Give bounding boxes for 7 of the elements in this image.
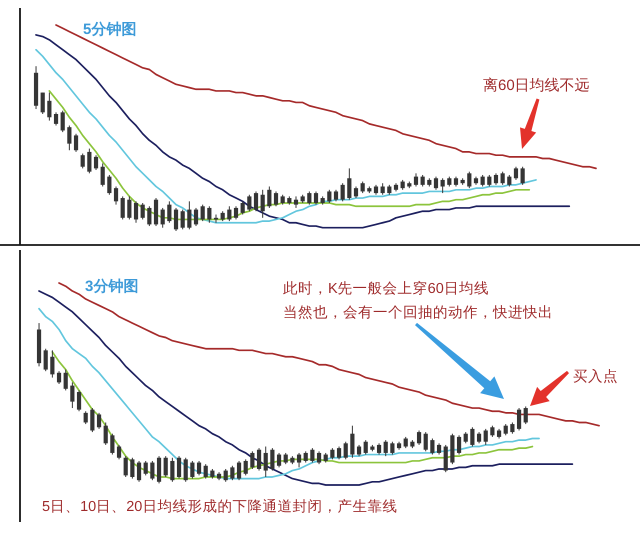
text: 此时，K先一般会上穿60日均线 bbox=[283, 280, 489, 297]
annotation: 离60日均线不远 bbox=[483, 77, 590, 94]
text: 5日、10日、20日均线形成的下降通道封闭，产生靠线 bbox=[42, 498, 398, 515]
text: 当然也，会有一个回抽的动作，快进快出 bbox=[283, 304, 553, 321]
annotation: 买入点 bbox=[573, 368, 618, 385]
chart-title: 5分钟图 bbox=[83, 21, 136, 38]
chart-title: 3分钟图 bbox=[85, 278, 138, 295]
